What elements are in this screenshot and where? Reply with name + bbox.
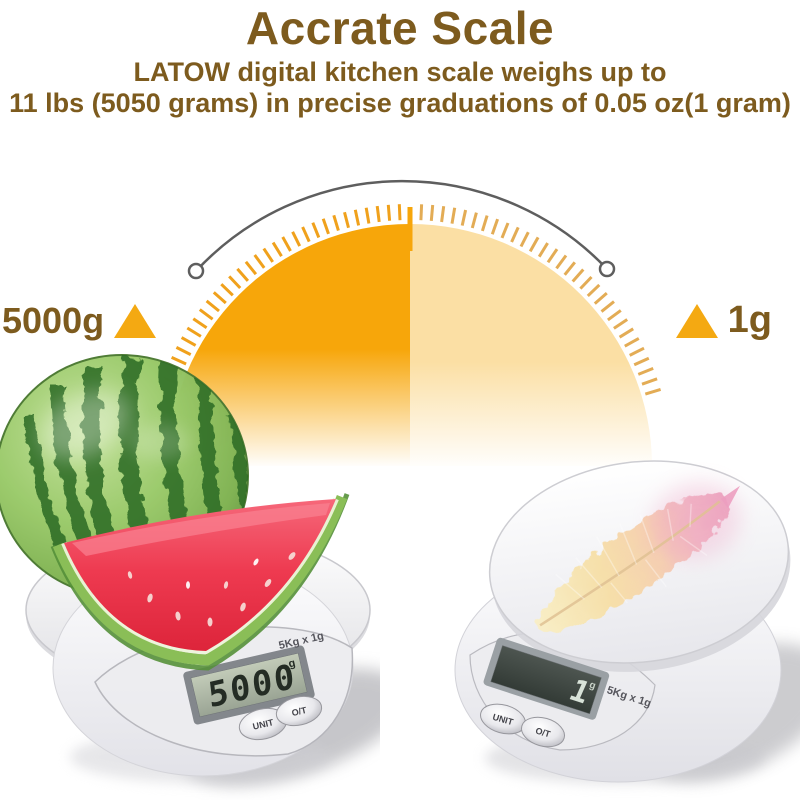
lcd-unit: g: [588, 680, 597, 692]
feather-quill: [721, 485, 741, 509]
tare-button-label: O/T: [291, 705, 308, 718]
gauge-ticks: [159, 204, 662, 396]
max-capacity-label: 5000g: [2, 300, 157, 342]
lcd-display: 1 g: [483, 637, 610, 720]
kitchen-scale-right: 1 g UNIT O/T 5Kg x 1g: [454, 460, 800, 784]
lcd-unit: g: [287, 657, 296, 670]
feather: [536, 482, 741, 632]
tare-button-label: O/T: [534, 726, 552, 740]
gauge-right-half: [410, 224, 652, 466]
min-graduation-text: 1g: [727, 299, 772, 341]
tare-button: O/T: [521, 716, 565, 748]
max-capacity-text: 5000g: [2, 300, 105, 341]
melon-highlight: [39, 391, 131, 459]
min-graduation-label: 1g: [675, 299, 772, 342]
gauge-arc: [195, 179, 608, 272]
wedge-seeds: [127, 552, 296, 627]
melon-highlight: [130, 424, 190, 460]
arc-endpoint-right: [598, 260, 616, 278]
unit-button-label: UNIT: [252, 717, 275, 732]
feather-shaft: [539, 500, 721, 627]
kitchen-scale-left: 5000 g UNIT O/T 5Kg x 1g: [0, 354, 380, 786]
wedge-sheen: [72, 503, 330, 556]
watermelon-wedge: [50, 493, 350, 671]
page-title: Accrate Scale: [245, 2, 555, 54]
tare-button: O/T: [275, 695, 323, 727]
gauge-left-half: [168, 224, 410, 466]
triangle-up-icon: [114, 304, 157, 338]
unit-button: UNIT: [480, 703, 526, 735]
subtitle-line-1: LATOW digital kitchen scale weighs up to: [133, 57, 667, 87]
subtitle-line-2: 11 lbs (5050 grams) in precise graduatio…: [9, 88, 791, 118]
wedge-rind: [52, 494, 348, 666]
triangle-up-icon: [675, 303, 718, 338]
arc-endpoint-left: [187, 262, 205, 280]
feather-barbs: [555, 503, 708, 604]
